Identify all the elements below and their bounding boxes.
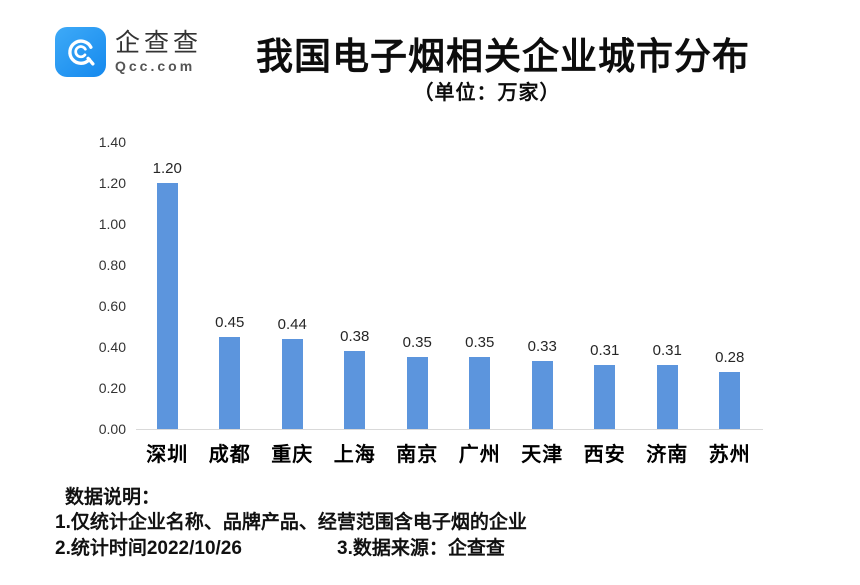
bar	[594, 365, 616, 429]
bar	[469, 357, 491, 429]
page-title: 我国电子烟相关企业城市分布	[256, 36, 750, 77]
bar-value-label: 0.35	[465, 334, 495, 351]
chart-unit-label: （单位：万家）	[413, 82, 561, 104]
bar-column: 0.33	[511, 142, 574, 429]
bar-value-label: 0.44	[277, 316, 307, 333]
bar	[281, 339, 303, 429]
bar-value-label: 0.28	[715, 349, 745, 366]
bar-value-label: 1.20	[152, 160, 182, 177]
bar	[719, 372, 741, 429]
x-axis-label: 重庆	[271, 444, 314, 466]
qcc-logo-text: 企查查 Qcc.com	[115, 30, 202, 75]
bar-column: 0.35	[449, 142, 512, 429]
x-axis: 深圳 成都 重庆 上海 南京 广州 天津 西安 济南 苏州	[136, 438, 761, 467]
bar-value-label: 0.45	[215, 314, 245, 331]
bar-value-label: 0.31	[590, 342, 620, 359]
qcc-logo-icon	[55, 27, 106, 77]
notes-heading: 数据说明：	[65, 487, 161, 508]
magnifier-q-icon	[62, 33, 100, 71]
bar	[656, 365, 678, 429]
x-axis-label: 深圳	[146, 444, 189, 466]
x-axis-label: 济南	[646, 444, 689, 466]
bar-column: 0.38	[324, 142, 387, 429]
logo-company-name: 企查查	[115, 28, 203, 57]
y-axis-tick: 1.40	[98, 134, 126, 150]
bar-column: 0.35	[386, 142, 449, 429]
y-axis-tick: 1.20	[98, 175, 126, 191]
x-axis-label: 广州	[458, 444, 501, 466]
qcc-logo: 企查查 Qcc.com	[55, 27, 202, 77]
y-axis-tick: 1.00	[98, 216, 126, 232]
y-axis-tick: 0.80	[98, 257, 126, 273]
bar-value-label: 0.38	[340, 328, 370, 345]
x-axis-label: 南京	[396, 444, 439, 466]
x-axis-label: 西安	[583, 444, 626, 466]
note-source: 3.数据来源：企查查	[337, 538, 505, 559]
bar-value-label: 0.31	[652, 342, 682, 359]
note-date: 2.统计时间2022/10/26	[55, 538, 242, 559]
bars-row: 1.20 0.45 0.44 0.38 0.35 0.35 0.33 0.31 0.31 0.28	[136, 142, 761, 429]
bar-column: 0.31	[574, 142, 637, 429]
bar-column: 0.28	[699, 142, 762, 429]
y-axis-tick: 0.00	[98, 421, 126, 437]
bar	[344, 351, 366, 429]
bar	[156, 183, 178, 429]
bar-value-label: 0.33	[527, 338, 557, 355]
note-scope: 1.仅统计企业名称、品牌产品、经营范围含电子烟的企业	[55, 512, 527, 533]
bar	[219, 337, 241, 429]
logo-domain: Qcc.com	[115, 57, 196, 74]
y-axis-tick: 0.40	[98, 339, 126, 355]
bar	[531, 361, 553, 429]
bar-column: 0.31	[636, 142, 699, 429]
data-notes: 数据说明： 1.仅统计企业名称、品牌产品、经营范围含电子烟的企业 2.统计时间2…	[55, 485, 615, 562]
plot-area: 1.20 0.45 0.44 0.38 0.35 0.35 0.33 0.31 0.31 0.28	[136, 142, 763, 430]
x-axis-label: 天津	[521, 444, 564, 466]
x-axis-label: 成都	[208, 444, 251, 466]
y-axis-tick: 0.60	[98, 298, 126, 314]
bar-value-label: 0.35	[402, 334, 432, 351]
y-axis-tick: 0.20	[98, 380, 126, 396]
notes-row: 2.统计时间2022/10/26 3.数据来源：企查查	[55, 536, 615, 562]
bar	[406, 357, 428, 429]
bar-column: 1.20	[136, 142, 199, 429]
bar-column: 0.45	[199, 142, 262, 429]
bar-column: 0.44	[261, 142, 324, 429]
x-axis-label: 苏州	[708, 444, 751, 466]
x-axis-label: 上海	[333, 444, 376, 466]
